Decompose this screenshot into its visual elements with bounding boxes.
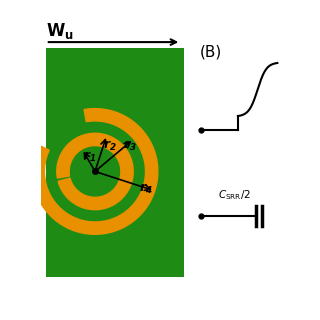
Text: $\bfit{r}_2$: $\bfit{r}_2$: [103, 139, 116, 153]
Text: $\bfit{r}_1$: $\bfit{r}_1$: [83, 150, 96, 164]
Polygon shape: [32, 108, 158, 234]
Polygon shape: [57, 133, 133, 210]
Text: $\bfit{r}_3$: $\bfit{r}_3$: [123, 139, 137, 153]
Text: (B): (B): [200, 44, 222, 60]
Text: $\bfit{r}_4$: $\bfit{r}_4$: [139, 181, 153, 196]
Bar: [46, 48, 184, 277]
Text: $C_{\mathrm{SRR}}/2$: $C_{\mathrm{SRR}}/2$: [218, 188, 251, 202]
Text: $\mathbf{W_u}$: $\mathbf{W_u}$: [46, 21, 74, 41]
